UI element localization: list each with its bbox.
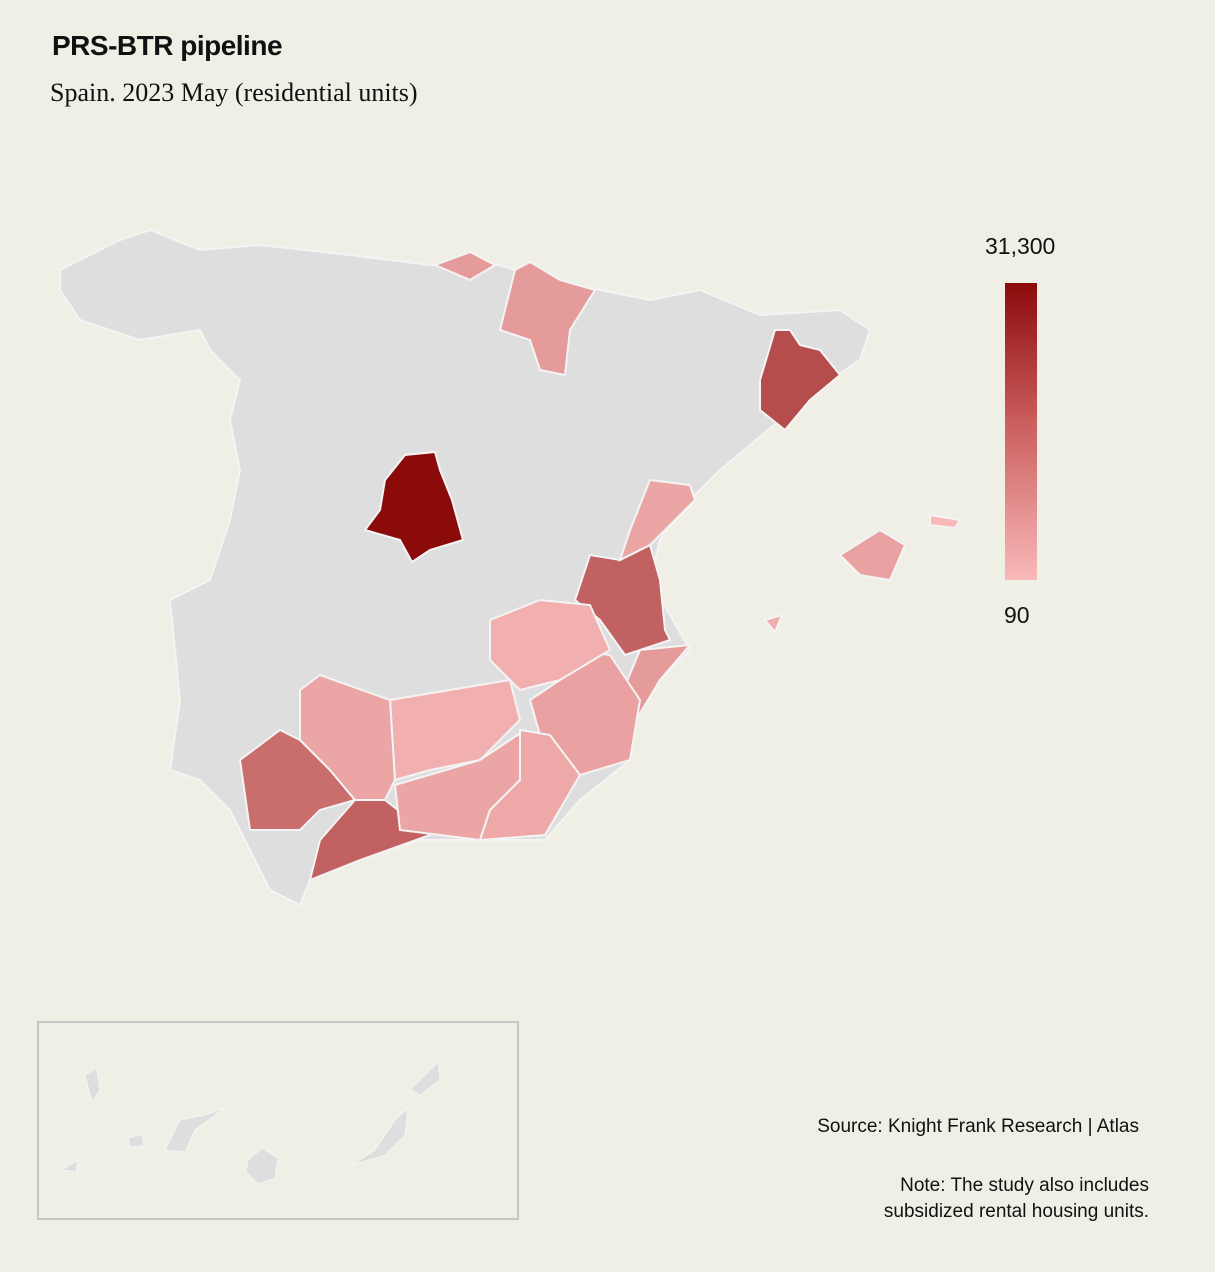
province-gipuzkoa	[432, 250, 498, 282]
province-mallorca	[838, 528, 907, 582]
province-almeria	[478, 728, 582, 842]
chart-title: PRS-BTR pipeline	[52, 30, 283, 61]
island-fuerteventura	[351, 1106, 409, 1166]
island-lanzarote	[409, 1060, 441, 1096]
note-line-1: Note: The study also includes	[900, 1175, 1149, 1196]
note-line-2: subsidized rental housing units.	[883, 1201, 1149, 1222]
province-barcelona	[759, 329, 842, 432]
island-tenerife	[164, 1107, 226, 1153]
province-castellon	[618, 478, 697, 562]
province-navarra	[498, 260, 597, 377]
island-la-palma	[84, 1067, 101, 1104]
legend-color-scale	[1005, 283, 1037, 580]
legend-min-label: 90	[1004, 602, 1030, 628]
province-jaen	[388, 678, 522, 782]
province-ibiza	[763, 613, 784, 634]
province-albacete	[489, 598, 612, 692]
note-text: Note: The study also includes subsidized…	[749, 1173, 1149, 1225]
province-madrid	[363, 450, 465, 564]
island-la-gomera	[127, 1133, 145, 1148]
island-el-hierro	[60, 1158, 79, 1173]
legend-max-label: 31,300	[985, 233, 1056, 259]
canary-islands	[60, 1060, 441, 1185]
province-cordoba	[299, 673, 397, 801]
province-menorca	[929, 513, 962, 530]
chart-subtitle: Spain. 2023 May (residential units)	[50, 78, 418, 107]
canary-islands-inset-frame	[37, 1021, 519, 1220]
island-gran-canaria	[245, 1147, 279, 1185]
province-layer	[238, 250, 962, 882]
source-text: Source: Knight Frank Research | Atlas	[817, 1116, 1139, 1137]
